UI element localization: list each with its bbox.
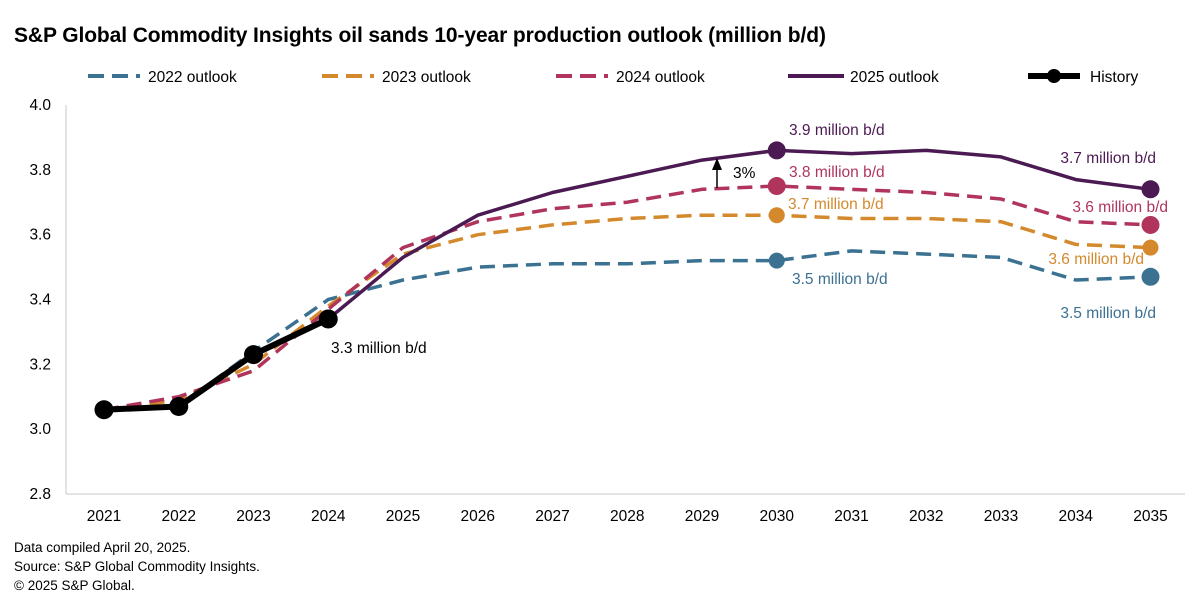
chart-legend: 2022 outlook 2023 outlook 2024 outlook 2025… [88, 69, 1138, 86]
x-tick-label: 2025 [386, 508, 420, 525]
x-tick-label: 2034 [1059, 508, 1094, 525]
chart-annotations: 3.3 million b/d 3.9 million b/d 3.8 millio… [331, 122, 1168, 357]
legend-marker-hist [1047, 69, 1061, 83]
legend-label-s2022: 2022 outlook [148, 69, 237, 86]
x-tick-label: 2023 [236, 508, 270, 525]
series-line-hist [103, 316, 330, 413]
y-tick-label: 3.0 [29, 421, 51, 438]
x-tick-label: 2026 [461, 508, 495, 525]
marker-hist-2024 [318, 309, 338, 329]
growth-arrow-head [712, 158, 722, 170]
marker-s2023-2035 [1142, 239, 1159, 256]
annotation-label: 3.9 million b/d [789, 122, 885, 139]
annotation-label: 3.8 million b/d [789, 164, 885, 181]
legend-label-s2023: 2023 outlook [382, 69, 471, 86]
marker-s2025-2030 [767, 141, 786, 160]
marker-s2022-2030 [768, 252, 785, 269]
x-tick-label: 2021 [87, 508, 121, 525]
x-tick-label: 2032 [909, 508, 943, 525]
x-tick-label: 2022 [162, 508, 196, 525]
x-tick-label: 2027 [535, 508, 569, 525]
marker-s2022-2035 [1141, 267, 1160, 286]
footer-copyright: © 2025 S&P Global. [14, 578, 135, 593]
x-tick-label: 2024 [311, 508, 346, 525]
y-tick-label: 3.4 [29, 292, 51, 309]
x-tick-label: 2035 [1133, 508, 1167, 525]
footer-source: Source: S&P Global Commodity Insights. [14, 559, 260, 574]
series-line-s2024 [103, 184, 1151, 412]
footer-data-compiled: Data compiled April 20, 2025. [14, 540, 191, 555]
y-tick-label: 2.8 [29, 486, 51, 503]
annotation-label: 3% [733, 165, 756, 182]
y-tick-label: 3.6 [29, 227, 51, 244]
marker-hist-2022 [169, 396, 189, 416]
marker-hist-2021 [94, 400, 114, 420]
x-tick-label: 2030 [760, 508, 795, 525]
annotation-label: 3.7 million b/d [788, 196, 884, 213]
chart-series [103, 148, 1151, 413]
y-tick-label: 3.2 [29, 356, 51, 373]
annotation-label: 3.5 million b/d [792, 271, 888, 288]
chart-footer: Data compiled April 20, 2025. Source: S&… [14, 538, 260, 595]
annotation-label: 3.7 million b/d [1060, 150, 1156, 167]
annotation-label: 3.5 million b/d [1060, 305, 1156, 322]
marker-s2024-2030 [767, 177, 786, 196]
y-tick-label: 4.0 [29, 97, 51, 114]
marker-s2025-2035 [1141, 180, 1160, 199]
chart-axes: 2.8 3.0 3.2 3.4 3.6 3.8 4.0 2021 2022 2023 2024 202… [29, 97, 1185, 525]
x-tick-label: 2028 [610, 508, 644, 525]
annotation-label: 3.3 million b/d [331, 340, 427, 357]
marker-s2024-2035 [1141, 215, 1160, 234]
chart-markers [94, 141, 1160, 420]
annotation-label: 3.6 million b/d [1048, 251, 1144, 268]
y-tick-label: 3.8 [29, 162, 51, 179]
series-line-s2025 [327, 148, 1151, 321]
legend-label-s2024: 2024 outlook [616, 69, 705, 86]
legend-label-hist: History [1090, 69, 1138, 86]
x-tick-label: 2033 [984, 508, 1018, 525]
marker-s2023-2030 [768, 207, 785, 224]
legend-label-s2025: 2025 outlook [850, 69, 939, 86]
x-tick-label: 2031 [834, 508, 868, 525]
x-tick-label: 2029 [685, 508, 719, 525]
chart-title: S&P Global Commodity Insights oil sands … [14, 24, 826, 47]
series-line-s2023 [103, 213, 1151, 412]
series-line-s2022 [103, 249, 1151, 412]
annotation-label: 3.6 million b/d [1072, 199, 1168, 216]
marker-hist-2023 [244, 345, 263, 365]
